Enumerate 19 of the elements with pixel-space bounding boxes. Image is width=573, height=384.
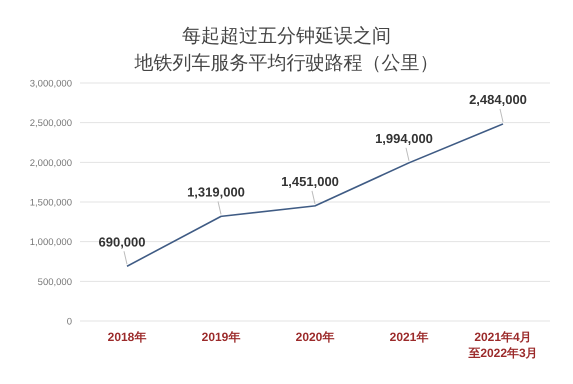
chart-title: 每起超过五分钟延误之间	[182, 25, 391, 47]
chart-subtitle: 地铁列车服务平均行驶路程（公里）	[134, 53, 438, 74]
text: 690,000	[98, 234, 146, 250]
y-tick-label: 500,000	[38, 276, 72, 288]
text: 1,451,000	[281, 174, 339, 189]
x-tick-label: 2020年	[296, 330, 334, 344]
text: 1,994,000	[375, 130, 433, 146]
y-tick-label: 0	[66, 316, 72, 328]
x-tick-label: 2019年	[202, 330, 240, 344]
x-tick-label: 2021年4月至2022年3月	[467, 330, 538, 360]
y-tick-label: 2,500,000	[30, 118, 72, 130]
x-tick-label: 2021年	[390, 330, 428, 344]
y-tick-label: 1,000,000	[30, 237, 72, 248]
text: 1,319,000	[187, 184, 245, 200]
y-tick-label: 1,500,000	[30, 198, 72, 208]
text: 2,484,000	[469, 92, 527, 107]
y-tick-label: 2,000,000	[30, 158, 72, 169]
x-tick-label: 2018年	[108, 330, 146, 344]
y-tick-label: 3,000,000	[30, 78, 72, 90]
